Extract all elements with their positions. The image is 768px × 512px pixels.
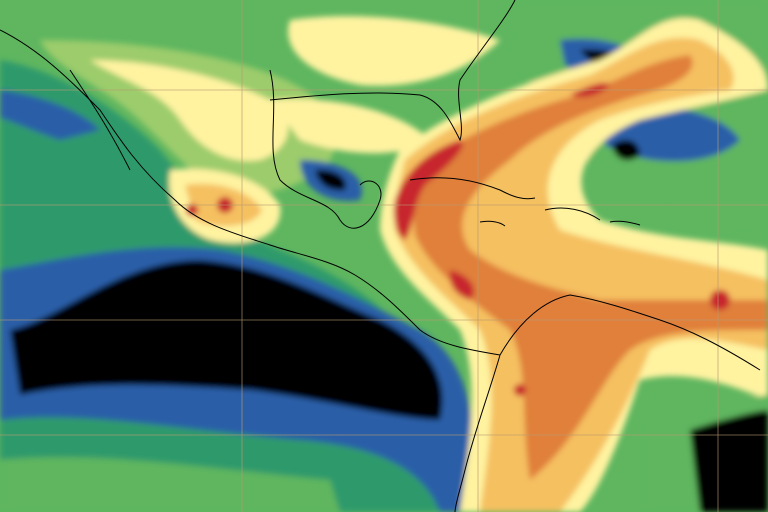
coastline [269,0,516,142]
red-cell-central [449,270,474,300]
blue-band [0,90,100,140]
orange-swath [410,55,768,480]
green-south [0,457,340,512]
red-cell [186,204,198,216]
yellow-north [288,16,500,86]
coastline [499,294,761,371]
red-band [393,140,463,240]
puerto-rico [609,220,641,226]
dry-atlantic-2 [612,139,640,161]
cuba [409,177,536,200]
jamaica [479,220,506,227]
red-cell-east [710,290,730,310]
dry-gulf [315,169,346,191]
hispaniola [544,207,601,221]
dry-region [10,260,443,420]
coastline [0,29,501,356]
coastline [69,69,131,171]
yellow-mexico [90,60,289,161]
dry-south-america [690,410,768,512]
coastline [269,69,382,229]
coastline [454,354,501,512]
red-cell-south [514,384,526,396]
yellow-gulf [270,99,430,154]
